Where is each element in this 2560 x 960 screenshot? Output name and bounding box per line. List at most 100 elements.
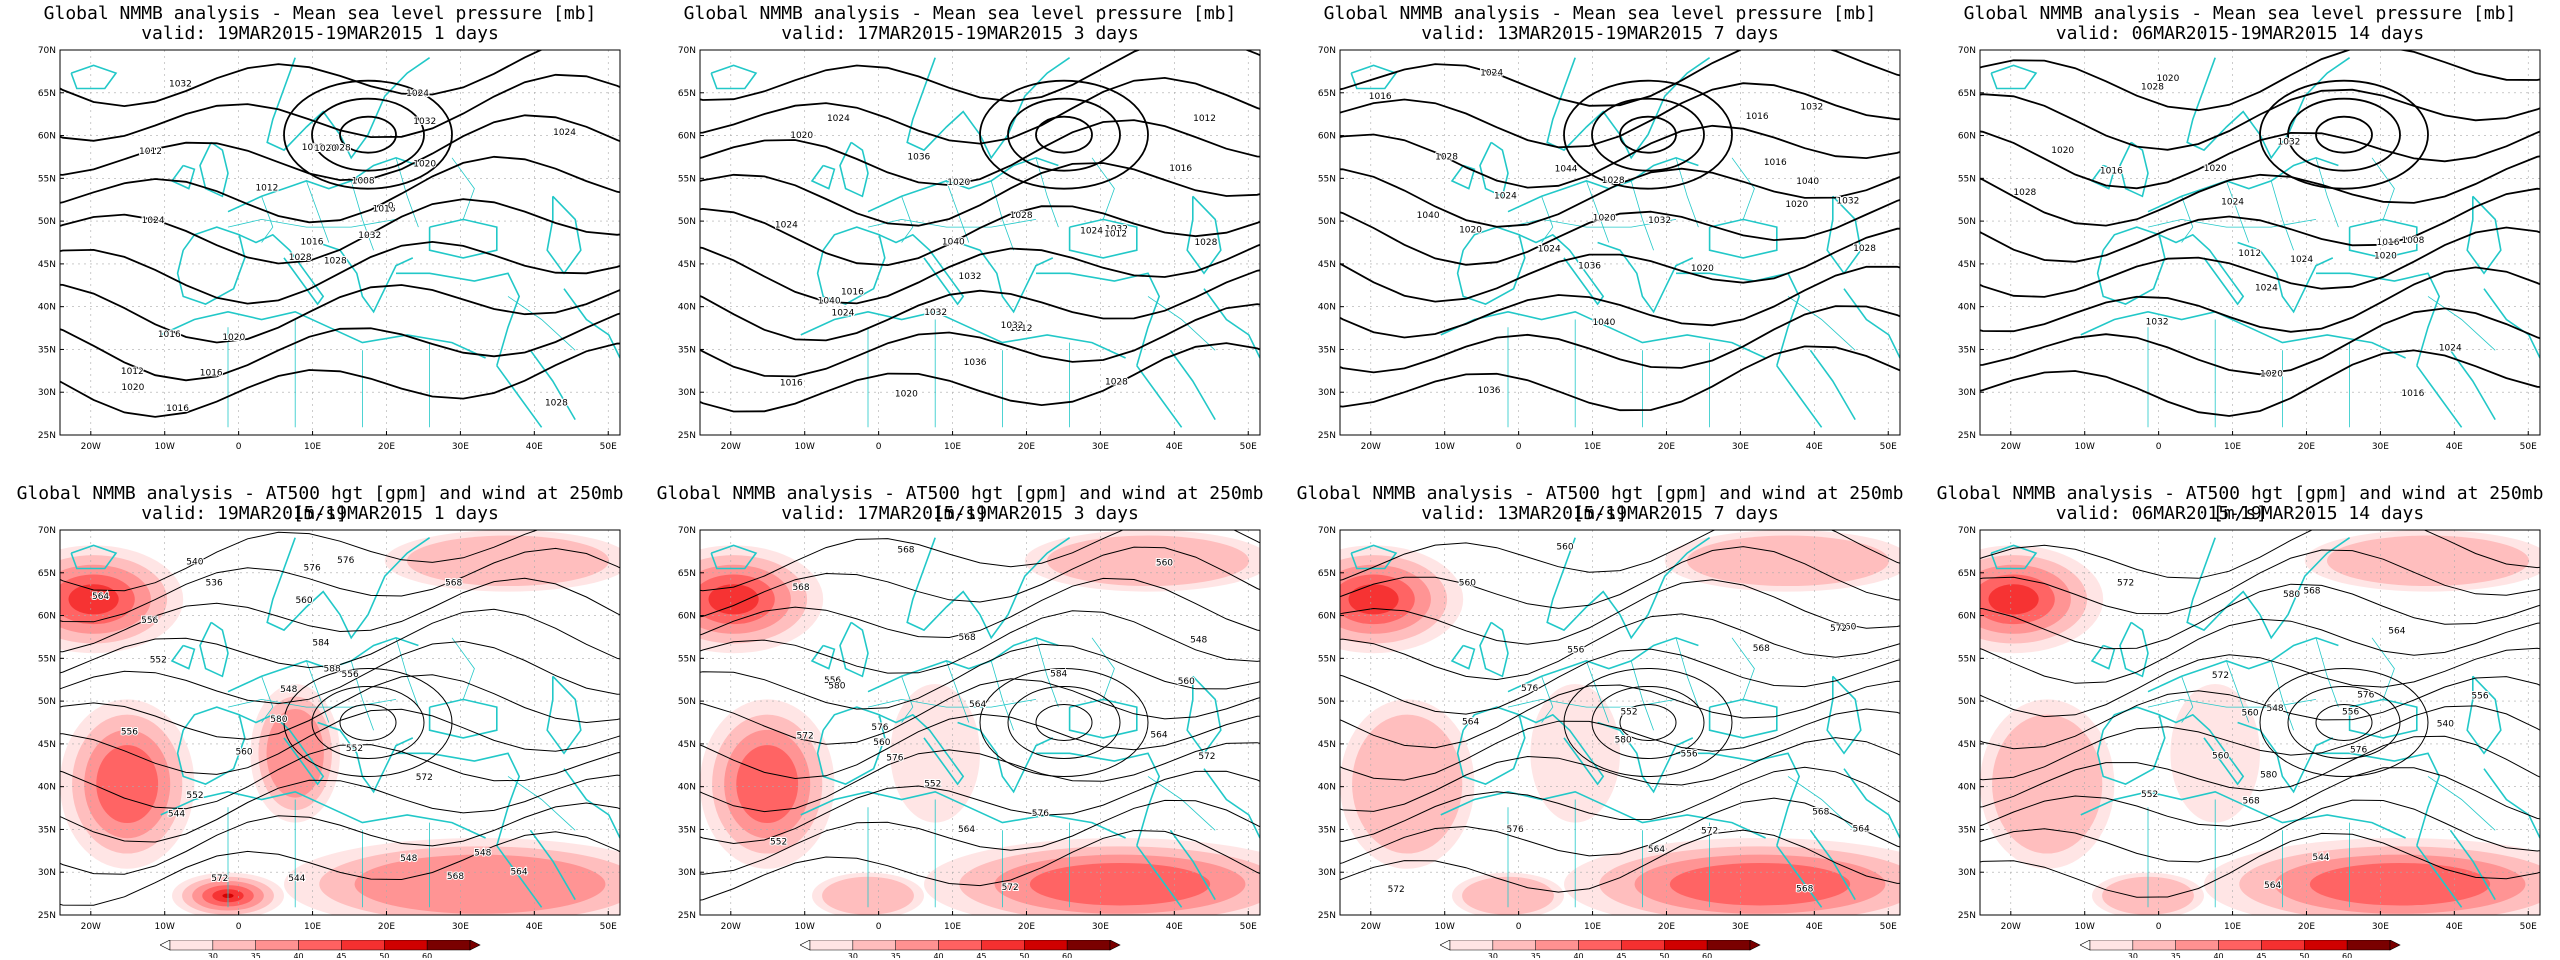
panel-title: Global NMMB analysis - Mean sea level pr… <box>43 3 597 24</box>
contour-label: 1020 <box>1785 200 1808 210</box>
contour-label: 564 <box>510 868 527 878</box>
latitude-label: 45N <box>38 740 56 750</box>
contour-label: 572 <box>1388 885 1405 895</box>
wind-speed-colorbar: 30 35 40 45 50 60 <box>2080 940 2401 958</box>
longitude-label: 10E <box>1584 922 1601 932</box>
contour-label: 540 <box>2437 719 2454 729</box>
latitude-label: 30N <box>678 388 696 398</box>
latitude-label: 65N <box>1318 89 1336 99</box>
longitude-label: 50E <box>2520 922 2537 932</box>
longitude-label: 0 <box>1516 922 1522 932</box>
contour-label: 568 <box>1753 644 1770 654</box>
contour-label: 1032 <box>2278 137 2301 147</box>
contour-label: 556 <box>141 616 158 626</box>
contour-label: 1024 <box>1538 245 1561 255</box>
contour-label: 576 <box>304 564 321 574</box>
contour-label: 1040 <box>1417 211 1440 221</box>
contour-label: 560 <box>1839 622 1856 632</box>
contour-label: 1024 <box>2439 343 2462 353</box>
panel-title: Global NMMB analysis - AT500 hgt [gpm] a… <box>1936 483 2544 524</box>
contour-label: 572 <box>1198 752 1215 762</box>
contour-label: 544 <box>168 809 185 819</box>
latitude-label: 70N <box>38 526 56 536</box>
contour-label: 1040 <box>1796 177 1819 187</box>
contour-label: 560 <box>235 747 252 757</box>
contour-label: 1024 <box>827 114 850 124</box>
latitude-label: 30N <box>1958 388 1976 398</box>
contour-label: 572 <box>1002 883 1019 893</box>
contour-label: 568 <box>447 872 464 882</box>
map-canvas: 1032 1036 1040 1040 1044 1040 1036 1032 1028 1024… <box>1318 46 1901 452</box>
contour-label: 1016 <box>373 205 396 215</box>
contour-label: 556 <box>1567 645 1584 655</box>
latitude-label: 40N <box>1318 783 1336 793</box>
contour-label: 1020 <box>2051 146 2074 156</box>
latitude-label: 40N <box>678 783 696 793</box>
contour-label: 1032 <box>1800 102 1823 112</box>
contour-label: 1020 <box>2204 164 2227 174</box>
latitude-label: 70N <box>678 46 696 56</box>
latitude-label: 60N <box>38 132 56 142</box>
contour-label: 552 <box>186 791 203 801</box>
longitude-label: 0 <box>1516 442 1522 452</box>
contour-label: 572 <box>416 773 433 783</box>
contour-label: 1020 <box>790 131 813 141</box>
longitude-label: 30E <box>1092 442 1109 452</box>
contour-label: 572 <box>211 874 228 884</box>
panel-title: Global NMMB analysis - Mean sea level pr… <box>1963 3 2517 24</box>
contour-label: 572 <box>1701 827 1718 837</box>
latitude-label: 50N <box>38 217 56 227</box>
z500-panel-1: Global NMMB analysis - AT500 hgt [gpm] a… <box>0 480 640 960</box>
latitude-label: 55N <box>1958 654 1976 664</box>
longitude-label: 30E <box>452 922 469 932</box>
contour-label: 548 <box>2266 704 2283 714</box>
contour-label: 1024 <box>2290 255 2313 265</box>
contour-label: 1028 <box>2013 188 2036 198</box>
longitude-label: 10E <box>1584 442 1601 452</box>
latitude-label: 60N <box>678 612 696 622</box>
contour-label: 0 <box>388 201 394 211</box>
contour-label: 1036 <box>964 358 987 368</box>
z500-panel-2: Global NMMB analysis - AT500 hgt [gpm] a… <box>640 480 1280 960</box>
contour-label: 1020 <box>947 178 970 188</box>
longitude-label: 50E <box>2520 442 2537 452</box>
contour-label: 1020 <box>2156 74 2179 84</box>
longitude-label: 50E <box>600 922 617 932</box>
longitude-label: 10W <box>155 922 175 932</box>
contour-label: 1016 <box>200 369 223 379</box>
contour-label: 1032 <box>1648 216 1671 226</box>
contour-label: 1016 <box>2100 166 2123 176</box>
contour-label: 1032 <box>358 231 381 241</box>
mslp-panel-2: Global NMMB analysis - Mean sea level pr… <box>640 0 1280 480</box>
contour-label: 1020 <box>121 383 144 393</box>
latitude-label: 65N <box>678 89 696 99</box>
colorbar-tick-label: 45 <box>1616 952 1626 958</box>
longitude-label: 20W <box>721 442 741 452</box>
map-canvas: 540 544 548 552 556 560 564 568 572 576 580 556 560 5… <box>1958 526 2541 932</box>
contour-label: 1032 <box>1001 321 1024 331</box>
latitude-label: 55N <box>678 174 696 184</box>
contour-label: 564 <box>1853 824 1870 834</box>
contour-label: 568 <box>1812 807 1829 817</box>
latitude-label: 65N <box>1958 89 1976 99</box>
contour-label: 1028 <box>1010 211 1033 221</box>
panel-valid-period: valid: 19MAR2015-19MAR2015 1 days <box>141 503 499 524</box>
contour-label: 1024 <box>1080 226 1103 236</box>
contour-label: 588 <box>324 665 341 675</box>
longitude-label: 20E <box>2298 922 2315 932</box>
latitude-label: 65N <box>38 569 56 579</box>
longitude-label: 20W <box>81 442 101 452</box>
longitude-label: 40E <box>2446 922 2463 932</box>
contour-label: 1020 <box>413 160 436 170</box>
latitude-label: 60N <box>1318 132 1336 142</box>
contour-label: 1016 <box>1369 92 1392 102</box>
latitude-label: 55N <box>1958 174 1976 184</box>
colorbar-tick-label: 50 <box>2299 952 2309 958</box>
latitude-label: 65N <box>1958 569 1976 579</box>
contour-label: 564 <box>1648 845 1665 855</box>
contour-label: 560 <box>873 738 890 748</box>
latitude-label: 30N <box>38 868 56 878</box>
contour-label: 1032 <box>2146 318 2169 328</box>
longitude-label: 10W <box>155 442 175 452</box>
contour-label: 568 <box>1796 885 1813 895</box>
